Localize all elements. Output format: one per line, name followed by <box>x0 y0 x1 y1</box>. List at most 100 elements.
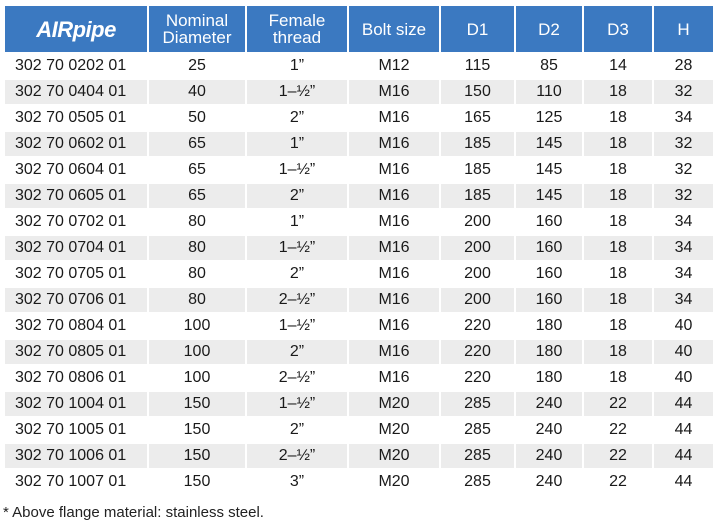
table-row: 302 70 0602 01 65 1” M16 185 145 18 32 <box>3 131 715 158</box>
table-cell: 115 <box>439 53 516 80</box>
table-cell: 302 70 0604 01 <box>3 157 149 184</box>
table-cell: 302 70 0706 01 <box>3 287 149 314</box>
table-cell: 18 <box>582 183 654 210</box>
table-cell: 2–½” <box>245 287 349 314</box>
table-cell: 40 <box>652 339 715 366</box>
table-cell: 302 70 0805 01 <box>3 339 149 366</box>
table-cell: 44 <box>652 417 715 444</box>
table-cell: 145 <box>514 183 584 210</box>
table-cell: 150 <box>147 391 247 418</box>
table-cell: 145 <box>514 131 584 158</box>
table-cell: 80 <box>147 209 247 236</box>
table-cell: 1” <box>245 209 349 236</box>
table-cell: 2” <box>245 417 349 444</box>
table-cell: 2” <box>245 183 349 210</box>
table-cell: 22 <box>582 417 654 444</box>
table-cell: 1–½” <box>245 235 349 262</box>
table-cell: 34 <box>652 105 715 132</box>
table-row: 302 70 1004 01 150 1–½” M20 285 240 22 44 <box>3 391 715 418</box>
table-cell: 160 <box>514 287 584 314</box>
table-cell: 18 <box>582 209 654 236</box>
table-cell: M16 <box>347 339 441 366</box>
table-cell: 2” <box>245 261 349 288</box>
table-row: 302 70 0604 01 65 1–½” M16 185 145 18 32 <box>3 157 715 184</box>
table-cell: 302 70 0605 01 <box>3 183 149 210</box>
table-cell: 22 <box>582 391 654 418</box>
table-cell: M16 <box>347 365 441 392</box>
table-cell: 65 <box>147 183 247 210</box>
table-cell: 1” <box>245 131 349 158</box>
table-cell: 150 <box>439 79 516 106</box>
table-row: 302 70 1006 01 150 2–½” M20 285 240 22 44 <box>3 443 715 470</box>
table-cell: 18 <box>582 261 654 288</box>
table-cell: 302 70 0806 01 <box>3 365 149 392</box>
table-row: 302 70 0605 01 65 2” M16 185 145 18 32 <box>3 183 715 210</box>
table-cell: 150 <box>147 469 247 496</box>
table-cell: 200 <box>439 235 516 262</box>
table-cell: M16 <box>347 157 441 184</box>
table-cell: 18 <box>582 287 654 314</box>
table-row: 302 70 0804 01 100 1–½” M16 220 180 18 40 <box>3 313 715 340</box>
table-cell: 2” <box>245 105 349 132</box>
table-cell: 302 70 0704 01 <box>3 235 149 262</box>
table-cell: 32 <box>652 183 715 210</box>
table-cell: 240 <box>514 443 584 470</box>
table-cell: 34 <box>652 209 715 236</box>
table-cell: 28 <box>652 53 715 80</box>
table-cell: 100 <box>147 313 247 340</box>
table-cell: 1–½” <box>245 157 349 184</box>
table-row: 302 70 0505 01 50 2” M16 165 125 18 34 <box>3 105 715 132</box>
table-cell: 302 70 0602 01 <box>3 131 149 158</box>
table-cell: M16 <box>347 287 441 314</box>
table-cell: 285 <box>439 443 516 470</box>
table-cell: 302 70 0705 01 <box>3 261 149 288</box>
table-cell: 220 <box>439 365 516 392</box>
table-cell: 85 <box>514 53 584 80</box>
table-cell: M16 <box>347 313 441 340</box>
table-cell: 285 <box>439 469 516 496</box>
table-cell: 302 70 1004 01 <box>3 391 149 418</box>
table-cell: 185 <box>439 157 516 184</box>
table-cell: 18 <box>582 105 654 132</box>
table-cell: 34 <box>652 287 715 314</box>
table-cell: M20 <box>347 443 441 470</box>
header-cell: H <box>652 4 715 54</box>
table-cell: 2” <box>245 339 349 366</box>
table-cell: M16 <box>347 105 441 132</box>
table-cell: M16 <box>347 209 441 236</box>
table-cell: 1–½” <box>245 391 349 418</box>
table-cell: 65 <box>147 157 247 184</box>
table-cell: 32 <box>652 79 715 106</box>
table-cell: 240 <box>514 417 584 444</box>
table-row: 302 70 0805 01 100 2” M16 220 180 18 40 <box>3 339 715 366</box>
table-cell: M16 <box>347 235 441 262</box>
table-cell: 285 <box>439 417 516 444</box>
table-cell: M20 <box>347 417 441 444</box>
table-cell: 180 <box>514 339 584 366</box>
table-cell: 1–½” <box>245 313 349 340</box>
table-cell: 50 <box>147 105 247 132</box>
table-cell: 40 <box>652 365 715 392</box>
table-row: 302 70 0806 01 100 2–½” M16 220 180 18 40 <box>3 365 715 392</box>
table-cell: M12 <box>347 53 441 80</box>
table-cell: 240 <box>514 391 584 418</box>
header-cell: Bolt size <box>347 4 441 54</box>
table-row: 302 70 0702 01 80 1” M16 200 160 18 34 <box>3 209 715 236</box>
table-cell: 22 <box>582 443 654 470</box>
table-cell: 185 <box>439 131 516 158</box>
table-cell: 25 <box>147 53 247 80</box>
table-cell: 18 <box>582 131 654 158</box>
table-cell: 150 <box>147 417 247 444</box>
table-row: 302 70 0704 01 80 1–½” M16 200 160 18 34 <box>3 235 715 262</box>
table-cell: 34 <box>652 261 715 288</box>
table-cell: 145 <box>514 157 584 184</box>
table-cell: 40 <box>652 313 715 340</box>
table-cell: 44 <box>652 469 715 496</box>
table-cell: 302 70 0404 01 <box>3 79 149 106</box>
table-cell: M16 <box>347 183 441 210</box>
table-cell: 160 <box>514 209 584 236</box>
table-cell: 220 <box>439 339 516 366</box>
header-cell: Female thread <box>245 4 349 54</box>
table-cell: M20 <box>347 469 441 496</box>
table-cell: 200 <box>439 261 516 288</box>
